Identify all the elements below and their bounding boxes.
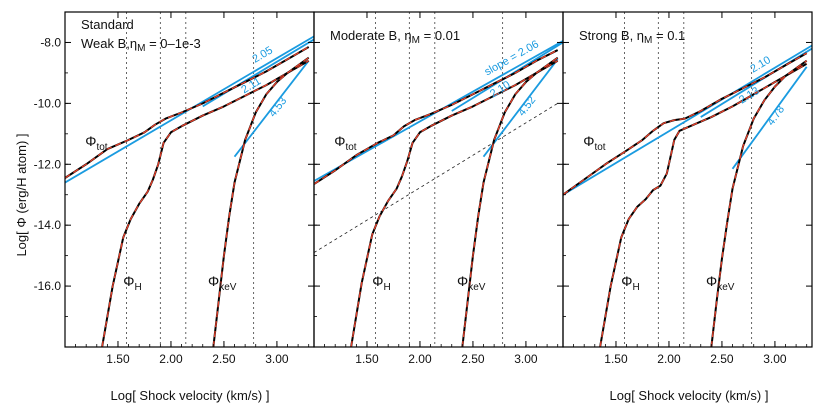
series-line	[461, 56, 559, 347]
dotted-reference-line	[314, 103, 558, 253]
panel-label: Moderate B, ηM = 0.01	[330, 28, 460, 46]
curves	[65, 35, 314, 347]
x-axis-title: Log[ Shock velocity (km/s) ]	[610, 388, 769, 403]
x-tick-label: 3.00	[265, 352, 289, 366]
x-tick-label: 1.50	[106, 352, 130, 366]
x-tick-label: 2.00	[657, 352, 681, 366]
x-tick-label: 2.50	[710, 352, 734, 366]
y-tick-label: -8.0	[40, 35, 61, 49]
curves	[563, 44, 812, 347]
plot-frame	[562, 11, 813, 348]
panel-label: Strong B, ηM = 0.1	[579, 28, 685, 46]
fit-line	[101, 60, 310, 347]
x-tick-label: 3.00	[763, 352, 787, 366]
x-tick-label: 2.00	[159, 352, 183, 366]
slope-label: 4.53	[267, 95, 290, 119]
slope-line	[563, 44, 812, 196]
slope-line	[731, 66, 808, 170]
fit-line	[563, 52, 808, 196]
x-tick-label: 1.50	[355, 352, 379, 366]
curve-label: ΦkeV	[457, 273, 486, 293]
fit-line	[212, 57, 310, 347]
x-tick-label: 2.50	[461, 352, 485, 366]
curve-label: Φtot	[334, 133, 357, 153]
fit-line	[350, 60, 559, 347]
slope-label: 4.78	[765, 104, 787, 128]
x-tick-label: 2.00	[408, 352, 432, 366]
panels: 1.50 2.00 2.50 3.00 -16.0 -14.0 -12.0 -10.0 -8.0…	[34, 11, 813, 366]
slope-line	[233, 60, 310, 158]
fit-line	[65, 46, 310, 179]
curves	[314, 40, 563, 347]
fit-line	[710, 60, 808, 347]
panel-label: Weak B,ηM = 0–1e-3	[81, 36, 201, 54]
panel-1: 1.50 2.00 2.50 3.00 -16.0 -14.0 -12.0 -10.0 -8.0…	[34, 11, 315, 366]
slope-label: 2.10	[748, 54, 773, 75]
curve-label: ΦkeV	[208, 273, 237, 293]
fit-line	[599, 63, 808, 347]
x-tick-label: 1.50	[604, 352, 628, 366]
y-tick-label: -12.0	[34, 157, 62, 171]
curve-label: Φtot	[583, 133, 606, 153]
slope-line	[482, 58, 559, 158]
series-line	[710, 59, 808, 347]
x-tick-label: 3.00	[514, 352, 538, 366]
fit-line	[314, 49, 558, 185]
slope-line	[202, 38, 314, 108]
curve-label: ΦH	[372, 273, 390, 293]
y-tick-label: -16.0	[34, 279, 62, 293]
curve-label: Φtot	[85, 133, 108, 153]
y-axis-title: Log[ Φ (erg/H atom) ]	[14, 133, 29, 256]
series-line	[212, 56, 310, 347]
x-axis-title: Log[ Shock velocity (km/s) ]	[111, 388, 270, 403]
curve-label: ΦH	[123, 273, 141, 293]
x-tick-label: 2.50	[212, 352, 236, 366]
series-line	[314, 49, 559, 185]
curve-label: ΦkeV	[706, 273, 735, 293]
y-tick-label: -10.0	[34, 96, 62, 110]
y-tick-label: -14.0	[34, 218, 62, 232]
fit-line	[461, 57, 559, 347]
slope-label: 4.52	[516, 94, 539, 118]
panel-label: Standard	[81, 17, 134, 32]
curve-label: ΦH	[621, 273, 639, 293]
